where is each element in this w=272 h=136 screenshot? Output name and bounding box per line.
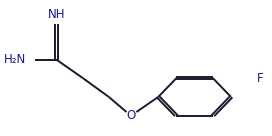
Text: F: F (257, 72, 264, 85)
Text: H₂N: H₂N (3, 53, 26, 66)
Text: O: O (126, 109, 135, 122)
Text: NH: NH (48, 8, 66, 21)
